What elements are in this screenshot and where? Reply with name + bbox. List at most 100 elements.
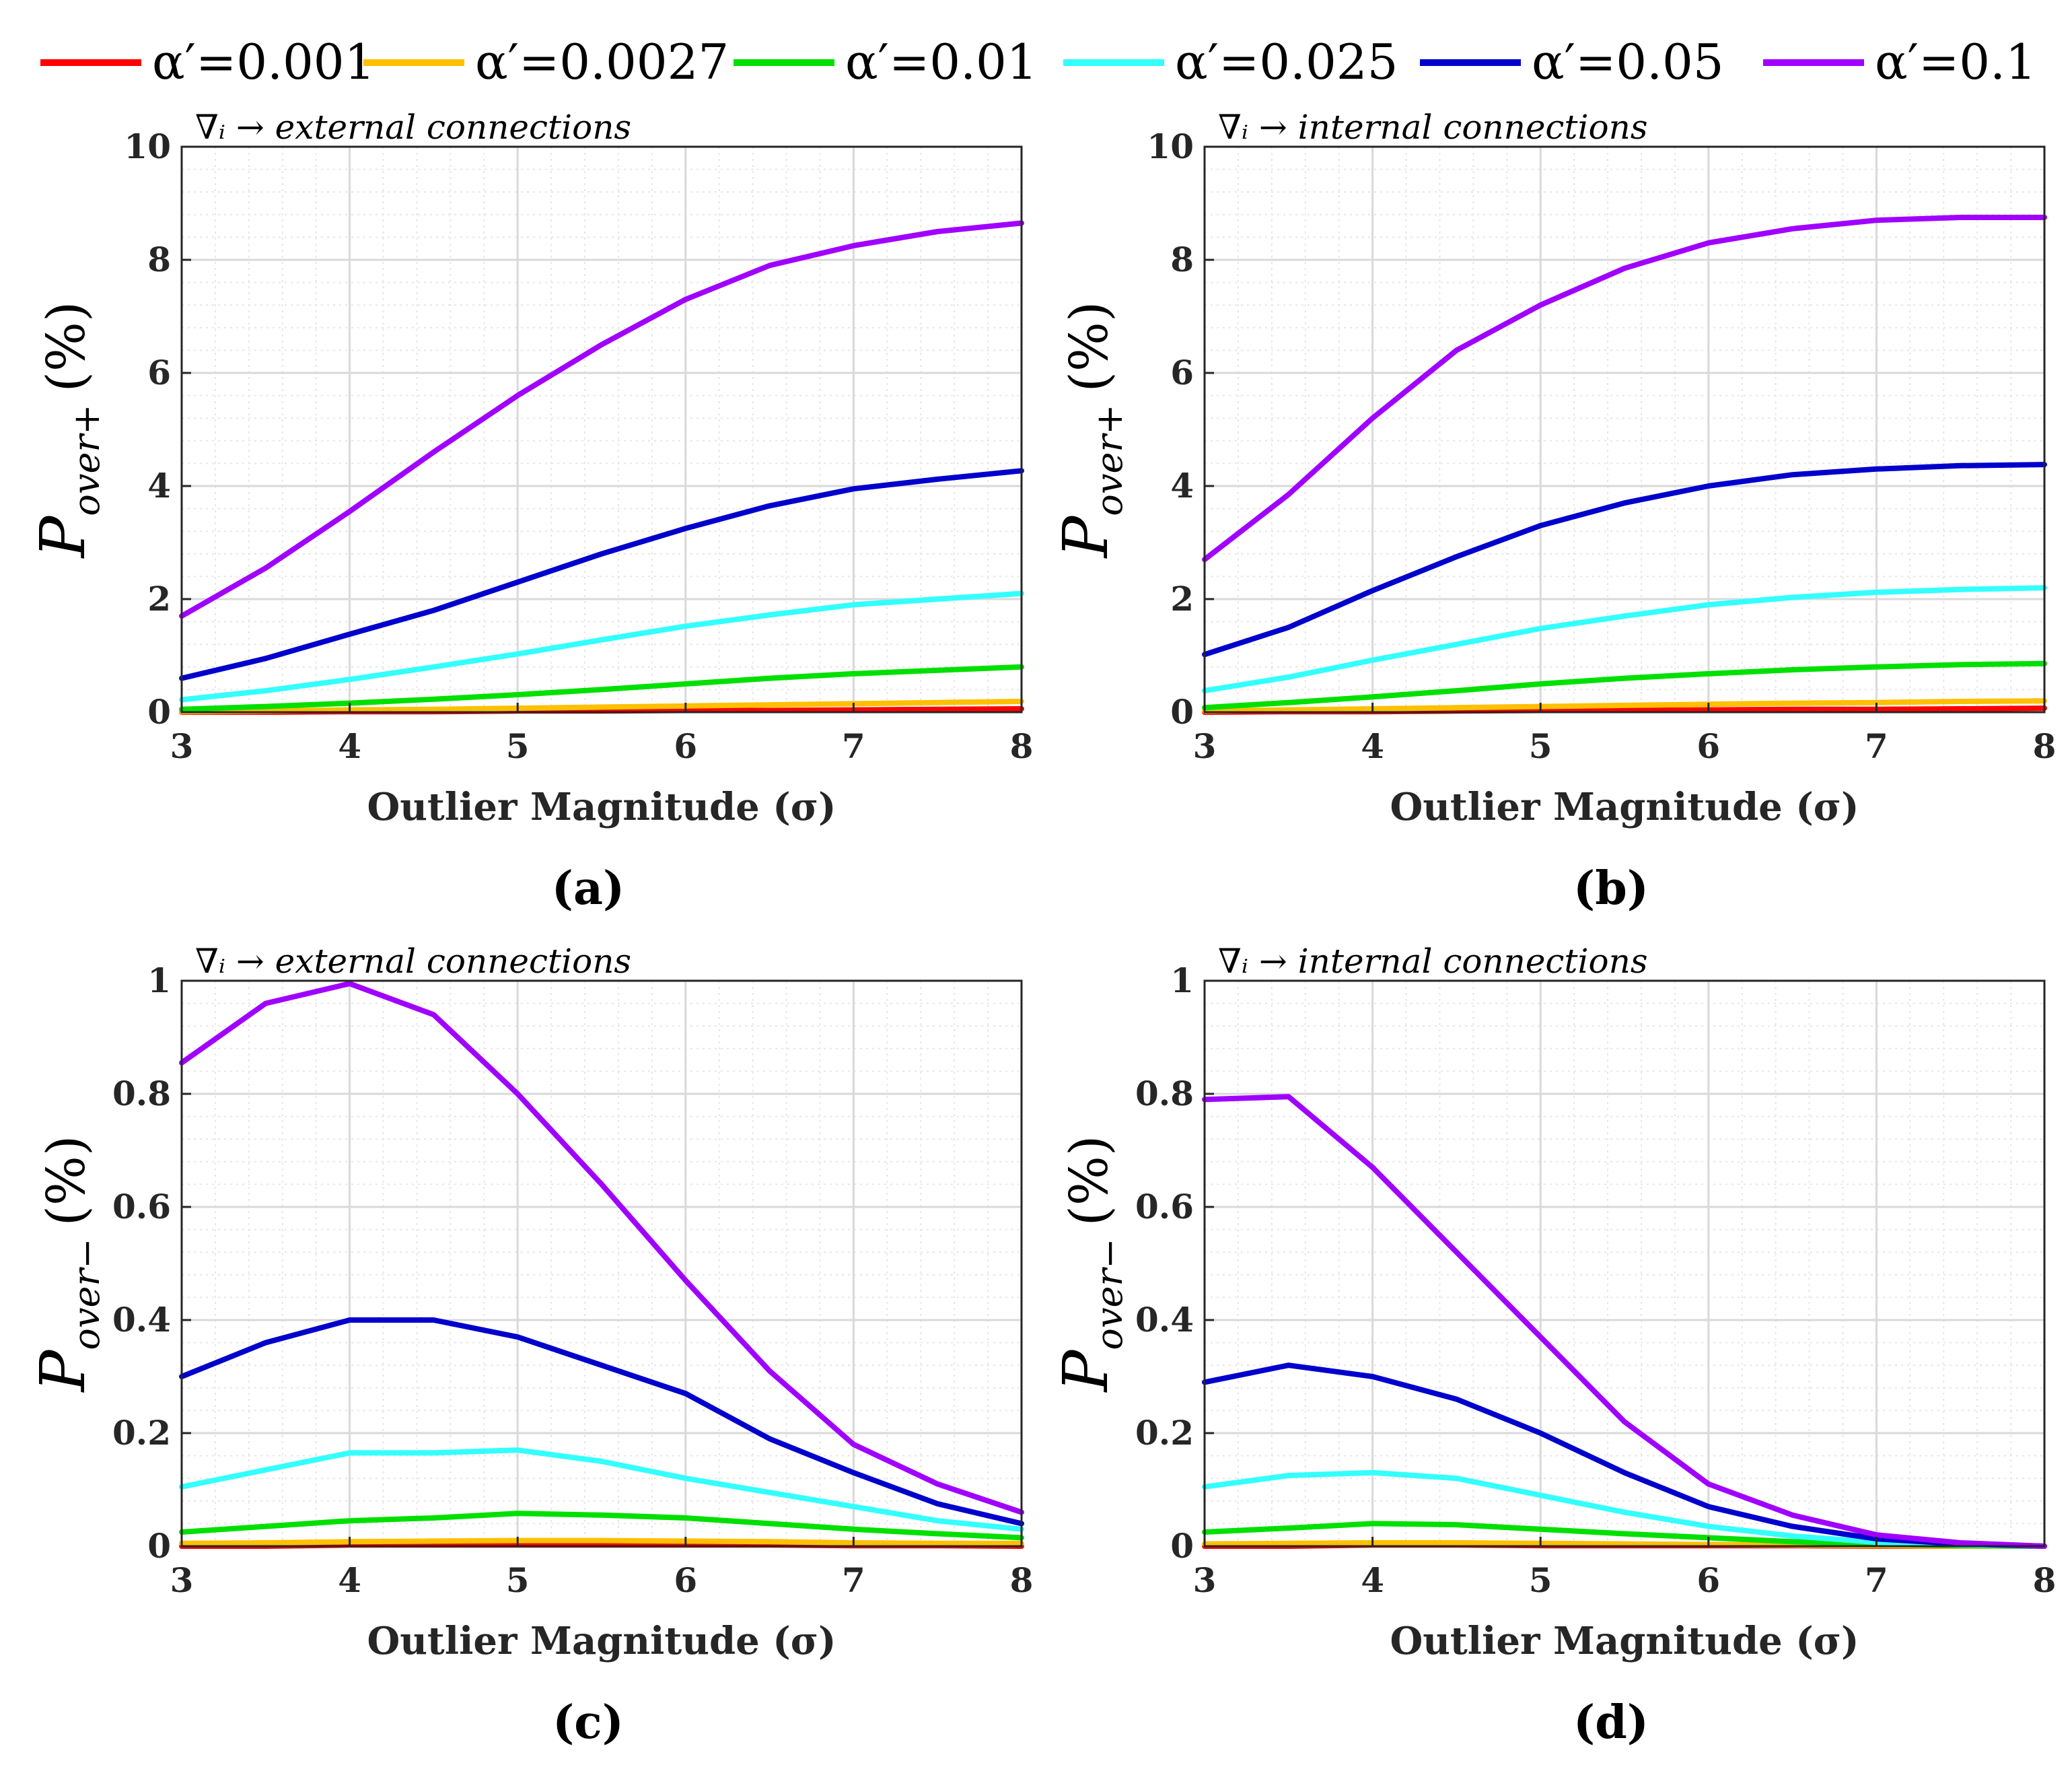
series-line-0_05 (179, 468, 1024, 681)
x-tick-label: 8 (1010, 726, 1034, 766)
series-line-0_1 (1202, 215, 2047, 563)
y-axis-label: Pover+ (%) (27, 302, 108, 559)
panel-label: (d) (1573, 1696, 1649, 1749)
minor-grid (182, 147, 1022, 712)
y-tick-label: 0.6 (112, 1187, 171, 1226)
legend-swatch (40, 59, 141, 66)
y-tick-label: 8 (147, 240, 171, 279)
series-line-0_05 (1202, 462, 2047, 658)
x-tick-label: 8 (2033, 726, 2057, 766)
x-tick-label: 3 (1193, 726, 1217, 766)
y-tick-label: 0 (1170, 1526, 1194, 1566)
y-tick-label: 4 (1170, 466, 1194, 506)
legend-swatch (363, 59, 464, 66)
chart-panel-c: 3 4 5 6 7 8 0 0.2 0.4 0.6 0.8 1 ∇ᵢ → external connec… (27, 942, 1033, 1749)
legend-swatch (734, 59, 834, 66)
x-tick-label: 7 (842, 726, 865, 766)
y-tick-label: 0.8 (1135, 1074, 1194, 1113)
series-line-0_05 (179, 1317, 1024, 1527)
x-axis-label: Outlier Magnitude (σ) (367, 785, 836, 829)
series-line-0_025 (179, 590, 1024, 703)
y-axis-label: Pover− (%) (1050, 1136, 1131, 1393)
x-tick-label: 7 (1865, 726, 1888, 766)
panel-label: (a) (552, 862, 624, 915)
plot-area (182, 147, 1022, 712)
y-tick-label: 2 (1170, 579, 1194, 619)
series-line-0_025 (1202, 585, 2047, 694)
x-axis-label: Outlier Magnitude (σ) (1390, 785, 1859, 829)
x-tick-label: 6 (1696, 1560, 1720, 1600)
x-tick-label: 4 (1361, 726, 1384, 766)
plot-area (1205, 981, 2044, 1546)
legend-label: α′=0.01 (845, 34, 1038, 90)
minor-grid (1205, 981, 2044, 1546)
series-line-0_01 (179, 664, 1024, 712)
y-tick-label: 1 (147, 961, 171, 1000)
series-line-0_0027 (1202, 698, 2047, 714)
legend-label: α′=0.001 (152, 34, 376, 90)
y-label-unit: (%) (1059, 1136, 1120, 1226)
y-tick-label: 4 (147, 466, 171, 506)
y-label-subscript: over− (1088, 1239, 1131, 1350)
y-tick-label: 10 (124, 127, 171, 166)
x-tick-label: 3 (170, 1560, 194, 1600)
chart-subtitle: ∇ᵢ → external connections (195, 942, 631, 981)
legend-label: α′=0.1 (1875, 34, 2036, 90)
y-label-unit: (%) (1059, 302, 1120, 392)
x-tick-label: 4 (338, 1560, 361, 1600)
y-tick-label: 1 (1170, 961, 1194, 1000)
panel-label: (b) (1573, 862, 1649, 915)
x-tick-label: 5 (506, 1560, 530, 1600)
y-tick-label: 0.4 (112, 1300, 171, 1340)
y-tick-label: 6 (147, 353, 171, 392)
series-line-0_0027 (179, 699, 1024, 715)
y-label-symbol: P (27, 514, 99, 559)
legend-swatch (1420, 59, 1521, 66)
y-tick-label: 0.2 (112, 1413, 171, 1453)
chart-subtitle: ∇ᵢ → internal connections (1218, 108, 1647, 147)
x-tick-label: 7 (842, 1560, 865, 1600)
axes-box (1203, 979, 2046, 1548)
plot-area (1205, 147, 2044, 712)
y-tick-label: 0 (147, 692, 171, 732)
y-tick-label: 0 (147, 1526, 171, 1566)
legend-swatch (1063, 59, 1164, 66)
y-label-symbol: P (27, 1348, 99, 1393)
legend-label: α′=0.0027 (475, 34, 729, 90)
series-line-0_0027 (179, 1537, 1024, 1546)
minor-grid (1205, 147, 2044, 712)
series-line-0_01 (1202, 660, 2047, 711)
legend-label: α′=0.05 (1532, 34, 1724, 90)
plot-area (182, 981, 1022, 1546)
x-tick-label: 7 (1865, 1560, 1888, 1600)
x-tick-label: 3 (1193, 1560, 1217, 1600)
x-tick-label: 5 (506, 726, 530, 766)
y-tick-label: 0.8 (112, 1074, 171, 1113)
x-tick-label: 5 (1529, 726, 1552, 766)
series-line-0_01 (179, 1511, 1024, 1541)
chart-subtitle: ∇ᵢ → external connections (195, 108, 631, 147)
y-label-subscript: over− (65, 1239, 108, 1350)
y-tick-label: 0 (1170, 692, 1194, 732)
x-tick-label: 3 (170, 726, 194, 766)
x-axis-label: Outlier Magnitude (σ) (367, 1619, 836, 1663)
y-tick-label: 0.4 (1135, 1300, 1194, 1340)
series-line-0_1 (179, 220, 1024, 619)
axes-box (180, 979, 1023, 1548)
chart-subtitle: ∇ᵢ → internal connections (1218, 942, 1647, 981)
y-label-unit: (%) (36, 1136, 97, 1226)
y-tick-label: 2 (147, 579, 171, 619)
y-axis-label: Pover+ (%) (1050, 302, 1131, 559)
x-tick-label: 6 (1696, 726, 1720, 766)
x-tick-label: 8 (1010, 1560, 1034, 1600)
series-line-0_025 (179, 1447, 1024, 1532)
panel-label: (c) (552, 1696, 624, 1749)
axes-box (1203, 145, 2046, 714)
y-label-symbol: P (1050, 514, 1122, 559)
series-line-0_05 (1202, 1362, 2047, 1549)
axes-box (180, 145, 1023, 714)
legend-swatch (1763, 59, 1864, 66)
series-line-0_1 (179, 981, 1024, 1515)
x-tick-label: 6 (674, 1560, 697, 1600)
